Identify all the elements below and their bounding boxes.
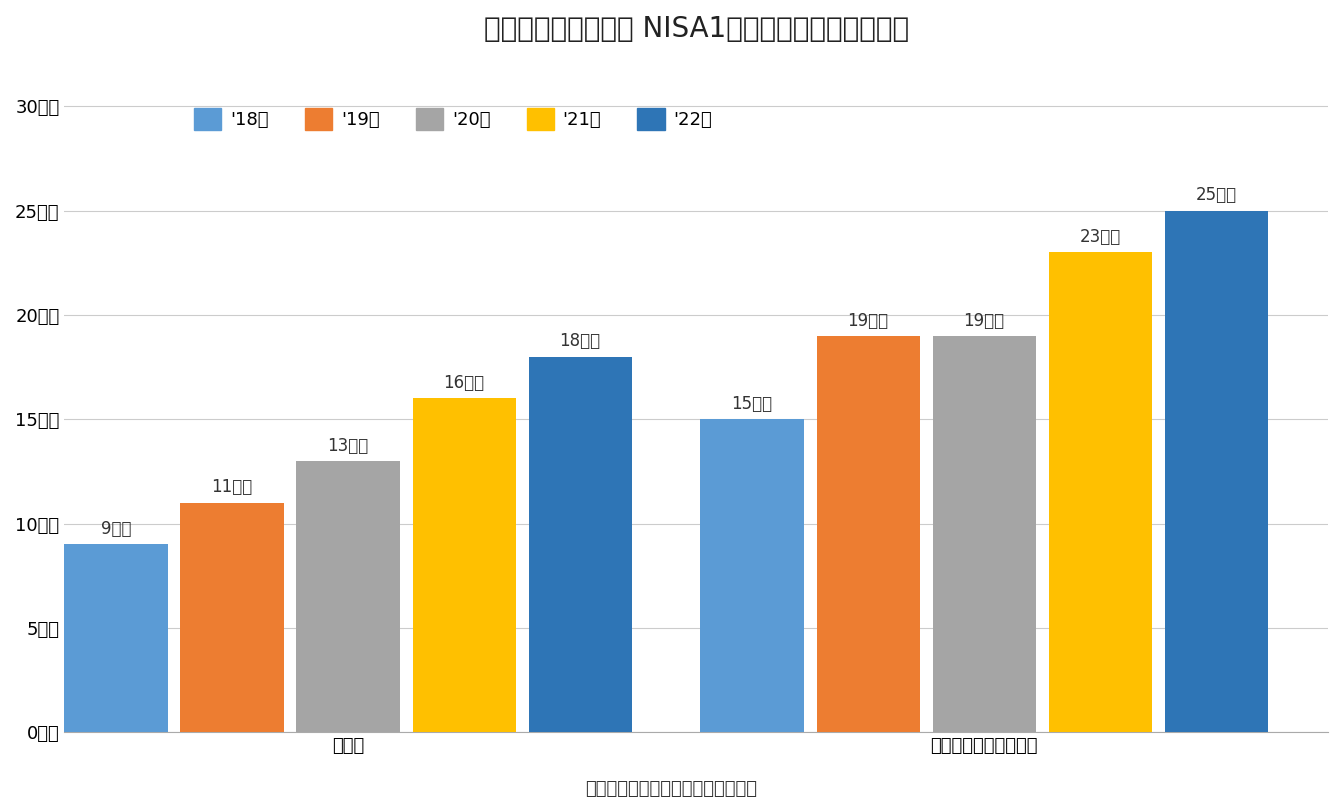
Bar xyxy=(932,336,1035,732)
Legend: '18年, '19年, '20年, '21年, '22年: '18年, '19年, '20年, '21年, '22年 xyxy=(187,100,720,137)
Bar xyxy=(1049,253,1152,732)
Bar xyxy=(412,399,516,732)
Bar xyxy=(1164,211,1268,732)
Bar xyxy=(180,503,283,732)
Bar xyxy=(64,545,168,732)
Text: 23万円: 23万円 xyxy=(1080,229,1121,246)
Bar xyxy=(529,357,631,732)
Text: 13万円: 13万円 xyxy=(328,437,369,455)
Text: 11万円: 11万円 xyxy=(211,479,252,496)
Text: 9万円: 9万円 xyxy=(101,520,132,538)
Bar xyxy=(297,461,400,732)
Bar xyxy=(817,336,920,732)
Text: 19万円: 19万円 xyxy=(963,312,1005,330)
Text: 15万円: 15万円 xyxy=(732,395,772,413)
Bar xyxy=(701,419,803,732)
Text: 19万円: 19万円 xyxy=(847,312,889,330)
Text: 18万円: 18万円 xyxy=(560,333,600,350)
Text: 16万円: 16万円 xyxy=(443,375,485,392)
Text: 25万円: 25万円 xyxy=(1195,187,1237,205)
Text: （資料）金融庁公表資料より作成。: （資料）金融庁公表資料より作成。 xyxy=(586,780,757,798)
Title: 【図表３】つみたて NISA1口座あたりの平均買付額: 【図表３】つみたて NISA1口座あたりの平均買付額 xyxy=(483,15,909,43)
